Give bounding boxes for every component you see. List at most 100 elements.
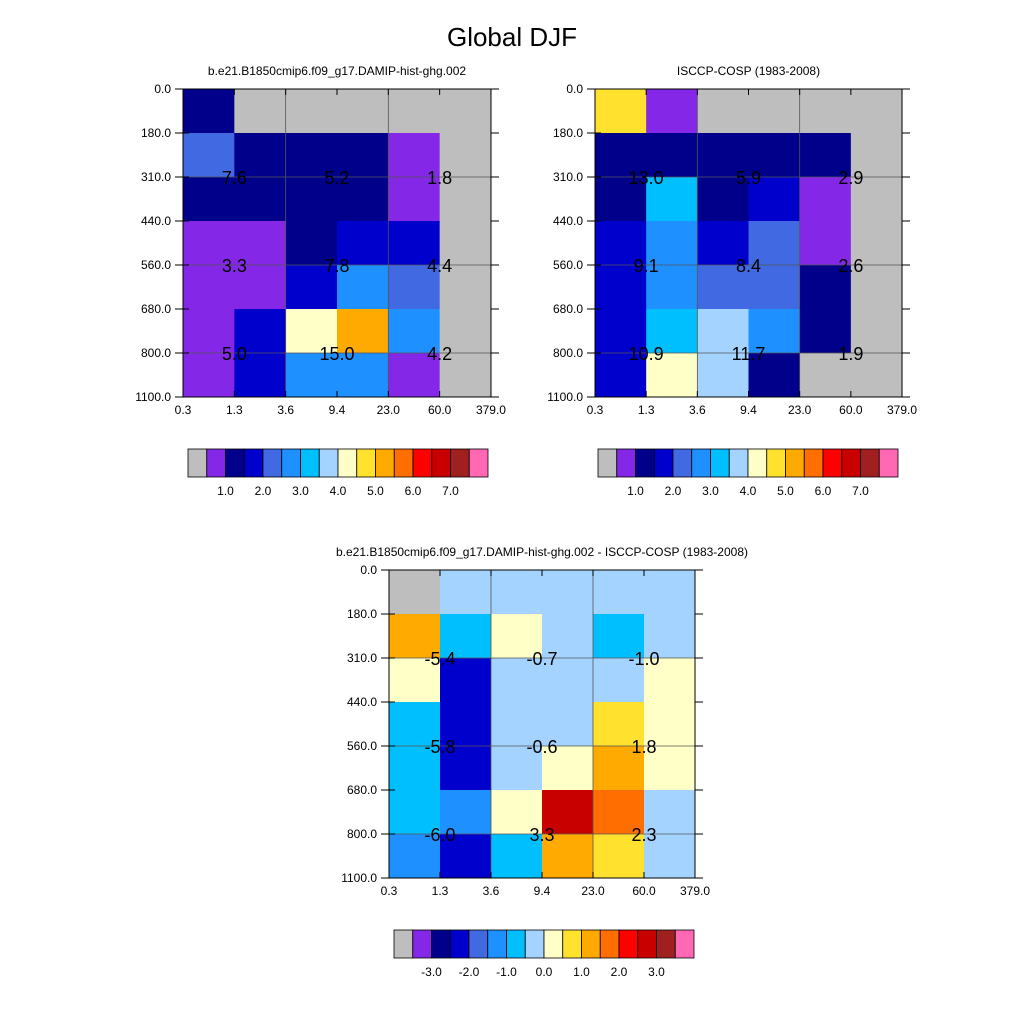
cell-value-label: 15.0 (319, 344, 354, 364)
heatmap-cell (799, 133, 852, 178)
x-tick-label: 3.6 (689, 403, 706, 417)
cell-value-label: 2.3 (631, 825, 656, 845)
y-tick-label: 680.0 (141, 302, 171, 316)
cell-value-label: 5.9 (736, 168, 761, 188)
heatmap-cell (595, 133, 647, 178)
cell-value-label: -0.6 (526, 737, 557, 757)
x-tick-label: 1.3 (226, 403, 243, 417)
heatmap-cell (234, 89, 287, 134)
colorbar-box (449, 929, 470, 959)
colorbar-box (375, 448, 395, 478)
x-tick-label: 9.4 (329, 403, 346, 417)
heatmap-cell (440, 570, 492, 615)
heatmap-cell (336, 309, 389, 354)
heatmap-cell (491, 702, 543, 747)
colorbar-box (487, 929, 507, 959)
heatmap-cell (748, 177, 801, 222)
heatmap-cell (336, 221, 389, 266)
heatmap-cell (491, 614, 543, 659)
heatmap-cell (542, 790, 594, 835)
heatmap-cell (439, 89, 492, 134)
heatmap-cell (336, 133, 389, 178)
panel-title: b.e21.B1850cmip6.f09_g17.DAMIP-hist-ghg.… (208, 64, 466, 78)
heatmap-cell (234, 177, 287, 222)
heatmap-cell (439, 177, 492, 222)
panel-title: b.e21.B1850cmip6.f09_g17.DAMIP-hist-ghg.… (336, 545, 748, 559)
cell-value-label: 13.0 (629, 168, 664, 188)
panel-title: ISCCP-COSP (1983-2008) (677, 64, 820, 78)
heatmap-cell (285, 177, 338, 222)
heatmap-cell (440, 614, 492, 659)
y-tick-label: 440.0 (141, 214, 171, 228)
heatmap-cell (644, 790, 696, 835)
heatmap-cell (697, 89, 750, 134)
heatmap-cell (439, 133, 492, 178)
colorbar-box (318, 448, 339, 478)
heatmap-cell (183, 353, 235, 398)
heatmap-cell (697, 265, 750, 310)
colorbar-label: 1.0 (627, 484, 644, 498)
cell-value-label: 9.1 (634, 256, 659, 276)
x-tick-label: 23.0 (581, 884, 605, 898)
heatmap-cell (389, 658, 441, 703)
colorbar-box (672, 448, 693, 478)
colorbar-box (656, 929, 676, 959)
x-tick-label: 379.0 (476, 403, 506, 417)
colorbar-label: 3.0 (648, 965, 665, 979)
heatmap-cell (183, 309, 235, 354)
heatmap-cell (748, 265, 801, 310)
cell-value-label: 2.6 (838, 256, 863, 276)
cell-value-label: -5.4 (424, 649, 455, 669)
colorbar-box (412, 929, 432, 959)
heatmap-cell (595, 353, 647, 398)
y-tick-label: 680.0 (347, 783, 377, 797)
heatmap-cell (595, 89, 647, 134)
cell-value-label: 5.0 (222, 344, 247, 364)
heatmap-cell (388, 177, 441, 222)
colorbar-box (635, 448, 655, 478)
heatmap-cell (234, 353, 287, 398)
y-tick-label: 180.0 (141, 126, 171, 140)
heatmap-cell (542, 746, 594, 791)
heatmap-cell (799, 309, 852, 354)
cell-value-label: 2.9 (838, 168, 863, 188)
heatmap-cell (748, 309, 801, 354)
heatmap-cell (542, 614, 594, 659)
heatmap-cell (491, 570, 543, 615)
cell-value-label: -0.7 (526, 649, 557, 669)
heatmap-cell (389, 790, 441, 835)
colorbar-box (450, 448, 470, 478)
heatmap-cell (439, 309, 492, 354)
cell-value-label: 10.9 (629, 344, 664, 364)
cell-value-label: 3.3 (529, 825, 554, 845)
heatmap-cell (799, 89, 852, 134)
colorbar-label: 3.0 (292, 484, 309, 498)
panel-2: ISCCP-COSP (1983-2008) 0.3 1.3 3.6 9.4 23.0 60… (547, 64, 917, 498)
cell-value-label: 1.9 (838, 344, 863, 364)
heatmap-cell (593, 614, 645, 659)
heatmap-cell (799, 353, 852, 398)
cell-value-label: -6.0 (424, 825, 455, 845)
heatmap-cell (697, 133, 750, 178)
heatmap-cell (595, 221, 647, 266)
heatmap-cell (389, 834, 441, 879)
colorbar-box (597, 448, 618, 478)
heatmap-cell (285, 133, 338, 178)
heatmap-cell (491, 790, 543, 835)
y-tick-label: 310.0 (553, 170, 583, 184)
heatmap-cell (285, 309, 338, 354)
x-tick-label: 0.3 (175, 403, 192, 417)
colorbar-box (822, 448, 843, 478)
y-tick-label: 0.0 (154, 82, 171, 96)
heatmap-cell (234, 221, 287, 266)
heatmap-cell (595, 265, 647, 310)
heatmap-cell (388, 309, 441, 354)
heatmap-cell (748, 89, 801, 134)
heatmap-cell (440, 834, 492, 879)
colorbar-label: -3.0 (421, 965, 442, 979)
cell-value-label: 11.7 (732, 344, 766, 364)
y-tick-label: 310.0 (347, 651, 377, 665)
heatmap-cell (336, 89, 389, 134)
heatmap-cell (697, 221, 750, 266)
